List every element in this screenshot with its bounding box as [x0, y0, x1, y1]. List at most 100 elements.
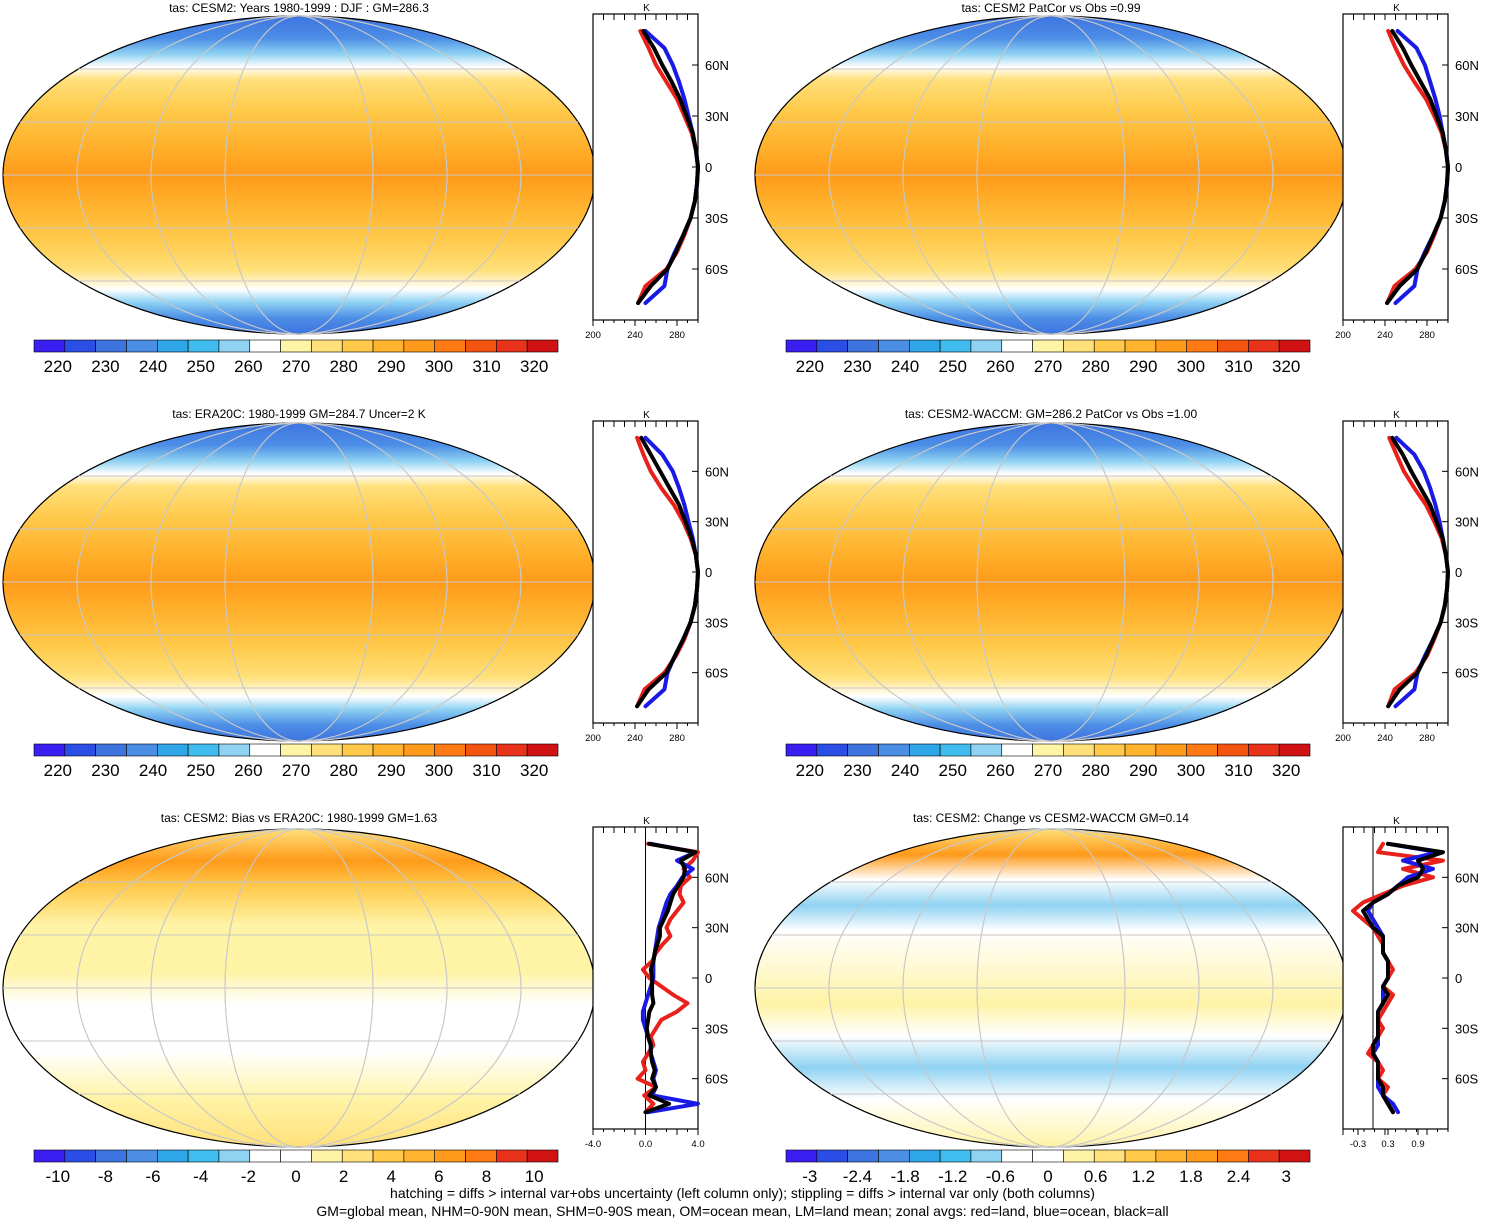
map-meridian	[76, 15, 522, 335]
colorbar-swatch	[434, 743, 466, 757]
profile-y-tick-label: 30N	[1455, 921, 1479, 936]
colorbar-swatch	[1278, 339, 1311, 353]
colorbar-tick-label: 280	[329, 357, 357, 376]
colorbar-tick-label: 0	[291, 1167, 300, 1186]
colorbar-tick-label: -2	[241, 1167, 256, 1186]
colorbar-swatch	[126, 743, 158, 757]
profile-line-all	[1361, 841, 1445, 1115]
profile-frame	[1342, 826, 1449, 1130]
colorbar-swatch	[939, 1149, 972, 1163]
colorbar-swatch	[1124, 743, 1157, 757]
colorbar-tick-label: 1.2	[1131, 1167, 1155, 1186]
colorbar-swatch	[403, 743, 436, 757]
colorbar-swatch	[249, 339, 281, 353]
colorbar-tick-label: -8	[98, 1167, 113, 1186]
colorbar-swatch	[187, 1149, 220, 1163]
profile-x-tick-label: 240	[627, 733, 643, 744]
colorbar-tick-label: 320	[1272, 357, 1300, 376]
colorbar-swatch	[1186, 743, 1218, 757]
colorbar-swatch	[249, 743, 281, 757]
colorbar: -3 -2.4 -1.8 -1.2 -0.6 0 0.6 1.2 1.8 2.4 3	[785, 1149, 1311, 1186]
colorbar-tick-label: 6	[434, 1167, 443, 1186]
colorbar: 220 230 240 250 260 270 280 290 300 310 320	[785, 743, 1311, 780]
profile-y-tick-label: 30N	[1455, 515, 1479, 530]
profile-y-tick-label: 30S	[1455, 615, 1478, 630]
colorbar-tick-label: 250	[939, 357, 967, 376]
colorbar-tick-label: 250	[187, 357, 215, 376]
panel-title: tas: CESM2 PatCor vs Obs =0.99	[961, 1, 1140, 15]
colorbar-swatch	[1063, 1149, 1095, 1163]
colorbar-swatch	[908, 1149, 941, 1163]
profile-line-all	[1385, 29, 1450, 305]
colorbar-swatch	[280, 1149, 312, 1163]
profile-x-tick-label: -0.3	[1350, 1139, 1366, 1150]
profile-y-tick-label: 0	[1455, 971, 1462, 986]
profile-y-tick-label: 0	[705, 160, 712, 175]
profile-y-tick-label: 60S	[705, 262, 728, 277]
profile-y-tick-label: 60N	[705, 870, 729, 885]
profile-y-tick-label: 60N	[1455, 870, 1479, 885]
panel-bottom-right: tas: CESM2: Change vs CESM2-WACCM GM=0.1…	[754, 811, 1479, 1186]
profile-unit-label: K	[1393, 410, 1400, 421]
profile-unit-label: K	[1393, 3, 1400, 14]
colorbar-swatch	[785, 339, 818, 353]
colorbar-swatch	[434, 1149, 466, 1163]
colorbar-swatch	[1093, 1149, 1126, 1163]
profile-y-tick-label: 60S	[1455, 666, 1478, 681]
colorbar-swatch	[218, 743, 251, 757]
colorbar-tick-label: 270	[282, 761, 310, 780]
colorbar-tick-label: 230	[843, 357, 871, 376]
colorbar-tick-label: 300	[1177, 761, 1205, 780]
colorbar-swatch	[95, 339, 127, 353]
colorbar-tick-label: 240	[139, 357, 167, 376]
profile-y-tick-label: 60N	[705, 464, 729, 479]
colorbar-swatch	[218, 339, 251, 353]
colorbar-swatch	[95, 1149, 127, 1163]
colorbar-tick-label: 270	[1034, 761, 1062, 780]
colorbar-swatch	[1001, 1149, 1033, 1163]
colorbar-tick-label: 230	[91, 357, 119, 376]
colorbar-tick-label: 310	[1224, 357, 1252, 376]
profile-y-tick-label: 60S	[705, 1072, 728, 1087]
colorbar-swatch	[187, 339, 220, 353]
profile-x-tick-label: 280	[1419, 733, 1435, 744]
colorbar-tick-label: 10	[525, 1167, 544, 1186]
zonal-profile: K 200 240 280 60N 30N 0 30S 60S	[585, 410, 729, 744]
profile-y-tick-label: 0	[705, 565, 712, 580]
profile-x-tick-label: 280	[669, 733, 685, 744]
colorbar-tick-label: 310	[472, 761, 500, 780]
panel-title: tas: CESM2: Bias vs ERA20C: 1980-1999 GM…	[161, 811, 438, 825]
profile-unit-label: K	[643, 410, 650, 421]
colorbar-swatch	[1032, 339, 1064, 353]
colorbar-swatch	[156, 743, 189, 757]
colorbar-swatch	[1186, 1149, 1218, 1163]
profile-x-tick-label: 240	[1377, 733, 1393, 744]
colorbar-swatch	[496, 743, 528, 757]
profile-line-all	[636, 29, 700, 305]
profile-y-tick-label: 60N	[1455, 464, 1479, 479]
colorbar-tick-label: -1.8	[890, 1167, 919, 1186]
profile-y-tick-label: 30N	[1455, 109, 1479, 124]
colorbar-swatch	[816, 339, 848, 353]
colorbar-swatch	[785, 1149, 818, 1163]
profile-x-tick-label: 280	[669, 330, 685, 341]
colorbar-swatch	[434, 339, 466, 353]
colorbar-swatch	[156, 1149, 189, 1163]
colorbar-tick-label: 240	[891, 357, 919, 376]
colorbar-tick-label: 3	[1281, 1167, 1290, 1186]
panel-title: tas: CESM2: Change vs CESM2-WACCM GM=0.1…	[913, 811, 1189, 825]
colorbar-tick-label: 310	[1224, 761, 1252, 780]
colorbar-swatch	[847, 743, 879, 757]
profile-y-tick-label: 60N	[705, 58, 729, 73]
colorbar-swatch	[311, 339, 343, 353]
colorbar-swatch	[403, 1149, 436, 1163]
colorbar-tick-label: 0	[1043, 1167, 1052, 1186]
footnote-legend: GM=global mean, NHM=0-90N mean, SHM=0-90…	[316, 1203, 1169, 1219]
zonal-profile: K -0.3 0.3 0.9 60N 30N 0 30S 60S	[1342, 816, 1479, 1150]
colorbar-swatch	[908, 743, 941, 757]
colorbar-tick-label: 310	[472, 357, 500, 376]
colorbar-swatch	[33, 1149, 66, 1163]
panel-middle-left: tas: ERA20C: 1980-1999 GM=284.7 Uncer=2 …	[2, 407, 729, 780]
colorbar-swatch	[341, 743, 374, 757]
